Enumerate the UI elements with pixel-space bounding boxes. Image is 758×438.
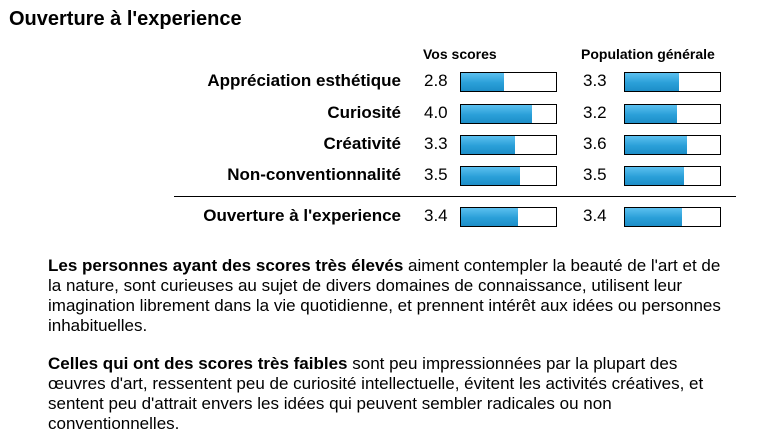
row-label: Appréciation esthétique bbox=[207, 71, 401, 91]
your-score-bar bbox=[460, 166, 557, 186]
your-score-bar-fill bbox=[461, 136, 515, 154]
column-header-general-population: Population générale bbox=[581, 46, 715, 62]
your-score-bar-fill bbox=[461, 208, 518, 226]
population-score-bar bbox=[624, 72, 721, 92]
population-score-bar-fill bbox=[625, 73, 679, 91]
population-score-bar-fill bbox=[625, 105, 677, 123]
population-score-bar bbox=[624, 104, 721, 124]
divider bbox=[174, 196, 736, 197]
population-score: 3.6 bbox=[583, 134, 607, 154]
population-score: 3.2 bbox=[583, 103, 607, 123]
population-score: 3.5 bbox=[583, 165, 607, 185]
your-score: 2.8 bbox=[424, 71, 448, 91]
row-label: Créativité bbox=[324, 134, 401, 154]
description-high-scores: Les personnes ayant des scores très élev… bbox=[48, 256, 738, 336]
your-score: 3.3 bbox=[424, 134, 448, 154]
your-score: 3.4 bbox=[424, 206, 448, 226]
population-score: 3.3 bbox=[583, 71, 607, 91]
population-score-bar-fill bbox=[625, 167, 684, 185]
population-score-bar-fill bbox=[625, 208, 682, 226]
population-score-bar bbox=[624, 207, 721, 227]
your-score-bar bbox=[460, 135, 557, 155]
column-header-your-scores: Vos scores bbox=[423, 46, 497, 62]
description-low-scores: Celles qui ont des scores très faibles s… bbox=[48, 354, 738, 434]
your-score: 4.0 bbox=[424, 103, 448, 123]
your-score-bar-fill bbox=[461, 73, 504, 91]
your-score-bar-fill bbox=[461, 167, 520, 185]
population-score: 3.4 bbox=[583, 206, 607, 226]
page-title: Ouverture à l'experience bbox=[9, 8, 242, 31]
row-label: Curiosité bbox=[327, 103, 401, 123]
your-score-bar bbox=[460, 72, 557, 92]
your-score-bar bbox=[460, 104, 557, 124]
your-score-bar-fill bbox=[461, 105, 532, 123]
your-score-bar bbox=[460, 207, 557, 227]
description-high-lead: Les personnes ayant des scores très élev… bbox=[48, 256, 403, 275]
description-low-lead: Celles qui ont des scores très faibles bbox=[48, 354, 348, 373]
row-label: Ouverture à l'experience bbox=[203, 206, 401, 226]
your-score: 3.5 bbox=[424, 165, 448, 185]
row-label: Non-conventionnalité bbox=[227, 165, 401, 185]
population-score-bar-fill bbox=[625, 136, 687, 154]
population-score-bar bbox=[624, 135, 721, 155]
population-score-bar bbox=[624, 166, 721, 186]
